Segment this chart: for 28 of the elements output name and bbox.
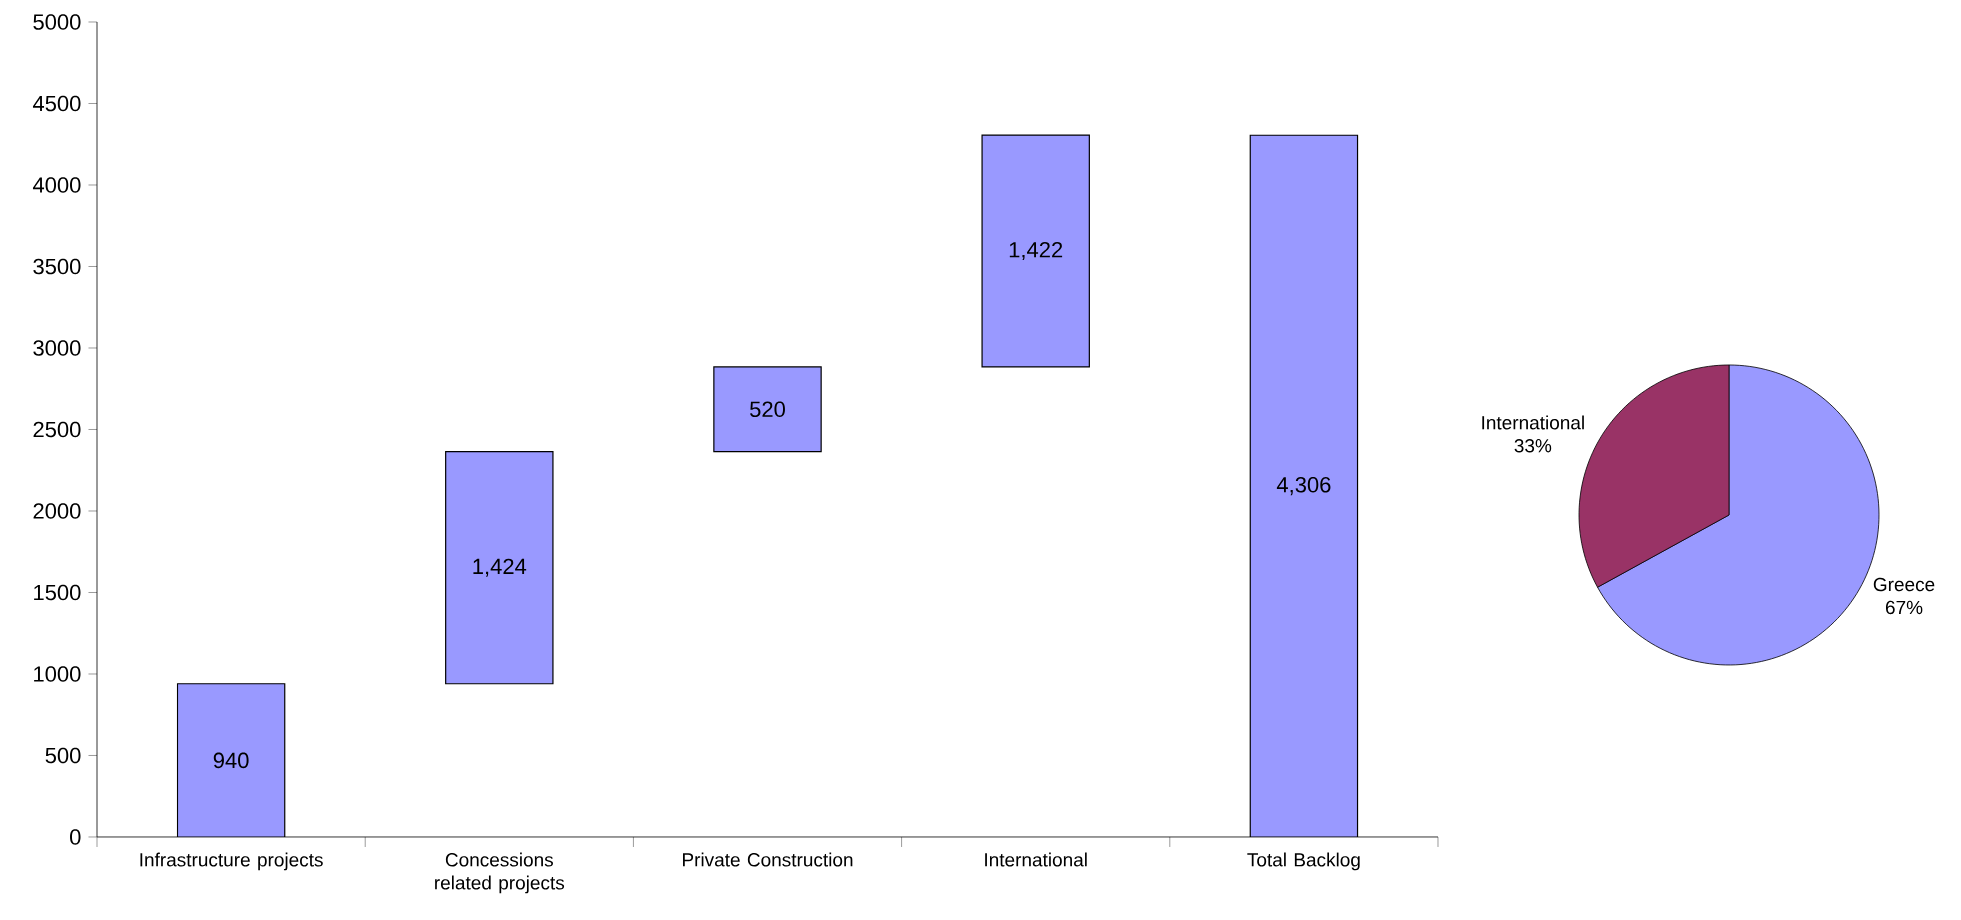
data-label: 33% xyxy=(1514,439,1552,453)
y-tick-label: 3500 xyxy=(33,258,81,275)
y-tick-label: 4000 xyxy=(32,177,81,193)
bar xyxy=(981,134,1090,368)
y-tick-label: 2000 xyxy=(33,503,81,519)
bar xyxy=(445,451,554,685)
slice-label: International xyxy=(1482,415,1584,430)
slice-label: Greece xyxy=(1873,577,1935,592)
bar xyxy=(713,366,822,453)
y-tick-label: 500 xyxy=(45,747,81,764)
y-tick-label: 1000 xyxy=(34,666,81,682)
data-label: 940 xyxy=(213,752,249,769)
y-tick-label: 5000 xyxy=(33,14,81,30)
x-tick-label: Private Construction xyxy=(683,852,853,867)
x-tick-label: Infrastructure projects xyxy=(140,852,323,871)
data-label: 4,306 xyxy=(1276,476,1331,496)
data-label: 520 xyxy=(750,401,785,418)
data-label: 1,424 xyxy=(473,558,527,577)
y-tick-label: 4500 xyxy=(32,95,81,112)
x-tick-label: Total Backlog xyxy=(1247,852,1360,871)
data-label: 1,422 xyxy=(1009,241,1063,261)
y-tick-label: 1500 xyxy=(34,584,81,601)
x-tick-label: Concessions related projects xyxy=(435,852,565,894)
x-tick-label: International xyxy=(985,852,1087,867)
y-tick-label: 2500 xyxy=(33,421,81,438)
y-tick-label: 3000 xyxy=(33,340,81,356)
y-tick-label: 0 xyxy=(70,829,81,845)
data-label: 67% xyxy=(1885,600,1923,615)
